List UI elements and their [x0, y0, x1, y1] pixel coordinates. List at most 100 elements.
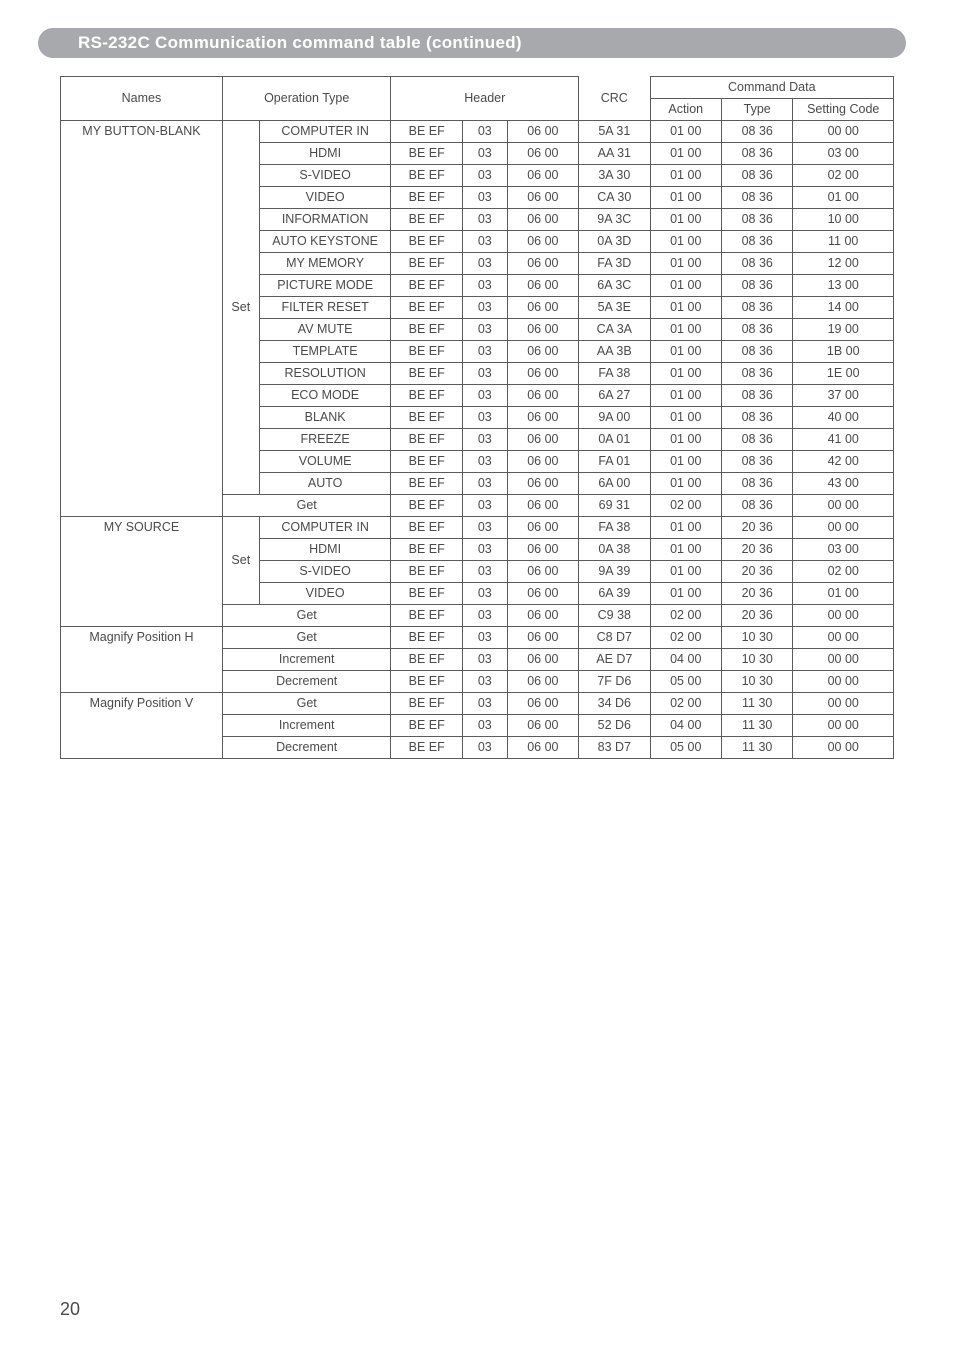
operation-cell: COMPUTER IN	[259, 121, 391, 143]
h3-cell: 06 00	[507, 165, 578, 187]
type-cell: 08 36	[721, 429, 792, 451]
act-cell: 01 00	[650, 473, 721, 495]
operation-cell: AUTO	[259, 473, 391, 495]
type-cell: 08 36	[721, 165, 792, 187]
h2-cell: 03	[462, 693, 507, 715]
operation-cell: S-VIDEO	[259, 165, 391, 187]
h3-cell: 06 00	[507, 671, 578, 693]
h1-cell: BE EF	[391, 143, 462, 165]
setc-cell: 03 00	[793, 539, 894, 561]
type-cell: 08 36	[721, 385, 792, 407]
h1-cell: BE EF	[391, 517, 462, 539]
operation-cell: VIDEO	[259, 583, 391, 605]
type-cell: 11 30	[721, 715, 792, 737]
type-cell: 10 30	[721, 627, 792, 649]
operation-cell: TEMPLATE	[259, 341, 391, 363]
setc-cell: 00 00	[793, 495, 894, 517]
h1-cell: BE EF	[391, 627, 462, 649]
operation-cell: VIDEO	[259, 187, 391, 209]
crc-cell: AE D7	[579, 649, 650, 671]
h3-cell: 06 00	[507, 143, 578, 165]
type-cell: 08 36	[721, 341, 792, 363]
name-cell: Magnify Position V	[61, 693, 223, 759]
act-cell: 02 00	[650, 605, 721, 627]
operation-cell: Increment	[222, 649, 391, 671]
operation-cell: ECO MODE	[259, 385, 391, 407]
crc-cell: 0A 38	[579, 539, 650, 561]
act-cell: 01 00	[650, 429, 721, 451]
h1-cell: BE EF	[391, 275, 462, 297]
setc-cell: 03 00	[793, 143, 894, 165]
type-cell: 08 36	[721, 363, 792, 385]
name-cell: Magnify Position H	[61, 627, 223, 693]
table-head: Names Operation Type Header CRC Command …	[61, 77, 894, 121]
act-cell: 02 00	[650, 495, 721, 517]
h3-cell: 06 00	[507, 517, 578, 539]
operation-cell: Get	[222, 693, 391, 715]
type-cell: 20 36	[721, 517, 792, 539]
type-cell: 08 36	[721, 451, 792, 473]
type-cell: 08 36	[721, 209, 792, 231]
h2-cell: 03	[462, 253, 507, 275]
th-header: Header	[391, 77, 579, 121]
crc-cell: 9A 3C	[579, 209, 650, 231]
act-cell: 01 00	[650, 121, 721, 143]
act-cell: 01 00	[650, 539, 721, 561]
h3-cell: 06 00	[507, 231, 578, 253]
setc-cell: 10 00	[793, 209, 894, 231]
operation-cell: HDMI	[259, 539, 391, 561]
h3-cell: 06 00	[507, 407, 578, 429]
operation-cell: FREEZE	[259, 429, 391, 451]
operation-cell: PICTURE MODE	[259, 275, 391, 297]
setc-cell: 00 00	[793, 517, 894, 539]
crc-cell: C9 38	[579, 605, 650, 627]
crc-cell: CA 30	[579, 187, 650, 209]
type-cell: 20 36	[721, 605, 792, 627]
h3-cell: 06 00	[507, 605, 578, 627]
table-row: MY BUTTON-BLANKSetCOMPUTER INBE EF0306 0…	[61, 121, 894, 143]
h3-cell: 06 00	[507, 495, 578, 517]
setc-cell: 00 00	[793, 715, 894, 737]
name-cell: MY SOURCE	[61, 517, 223, 627]
h3-cell: 06 00	[507, 341, 578, 363]
crc-cell: 7F D6	[579, 671, 650, 693]
setc-cell: 00 00	[793, 121, 894, 143]
h2-cell: 03	[462, 561, 507, 583]
h2-cell: 03	[462, 473, 507, 495]
h1-cell: BE EF	[391, 187, 462, 209]
operation-cell: Decrement	[222, 671, 391, 693]
set-cell: Set	[222, 517, 259, 605]
crc-cell: 83 D7	[579, 737, 650, 759]
h3-cell: 06 00	[507, 693, 578, 715]
act-cell: 01 00	[650, 319, 721, 341]
type-cell: 11 30	[721, 693, 792, 715]
act-cell: 01 00	[650, 275, 721, 297]
h3-cell: 06 00	[507, 297, 578, 319]
setc-cell: 00 00	[793, 649, 894, 671]
th-crc: CRC	[579, 77, 650, 121]
operation-cell: HDMI	[259, 143, 391, 165]
operation-cell: COMPUTER IN	[259, 517, 391, 539]
crc-cell: AA 31	[579, 143, 650, 165]
setc-cell: 11 00	[793, 231, 894, 253]
operation-cell: Increment	[222, 715, 391, 737]
h1-cell: BE EF	[391, 319, 462, 341]
setc-cell: 14 00	[793, 297, 894, 319]
h2-cell: 03	[462, 209, 507, 231]
h1-cell: BE EF	[391, 649, 462, 671]
act-cell: 01 00	[650, 363, 721, 385]
h1-cell: BE EF	[391, 165, 462, 187]
act-cell: 04 00	[650, 715, 721, 737]
h1-cell: BE EF	[391, 385, 462, 407]
operation-cell: BLANK	[259, 407, 391, 429]
h1-cell: BE EF	[391, 605, 462, 627]
th-type: Type	[721, 99, 792, 121]
h1-cell: BE EF	[391, 363, 462, 385]
h2-cell: 03	[462, 539, 507, 561]
table-row: MY SOURCESetCOMPUTER INBE EF0306 00FA 38…	[61, 517, 894, 539]
setc-cell: 37 00	[793, 385, 894, 407]
type-cell: 08 36	[721, 143, 792, 165]
act-cell: 02 00	[650, 693, 721, 715]
table-row: Magnify Position VGetBE EF0306 0034 D602…	[61, 693, 894, 715]
h2-cell: 03	[462, 605, 507, 627]
